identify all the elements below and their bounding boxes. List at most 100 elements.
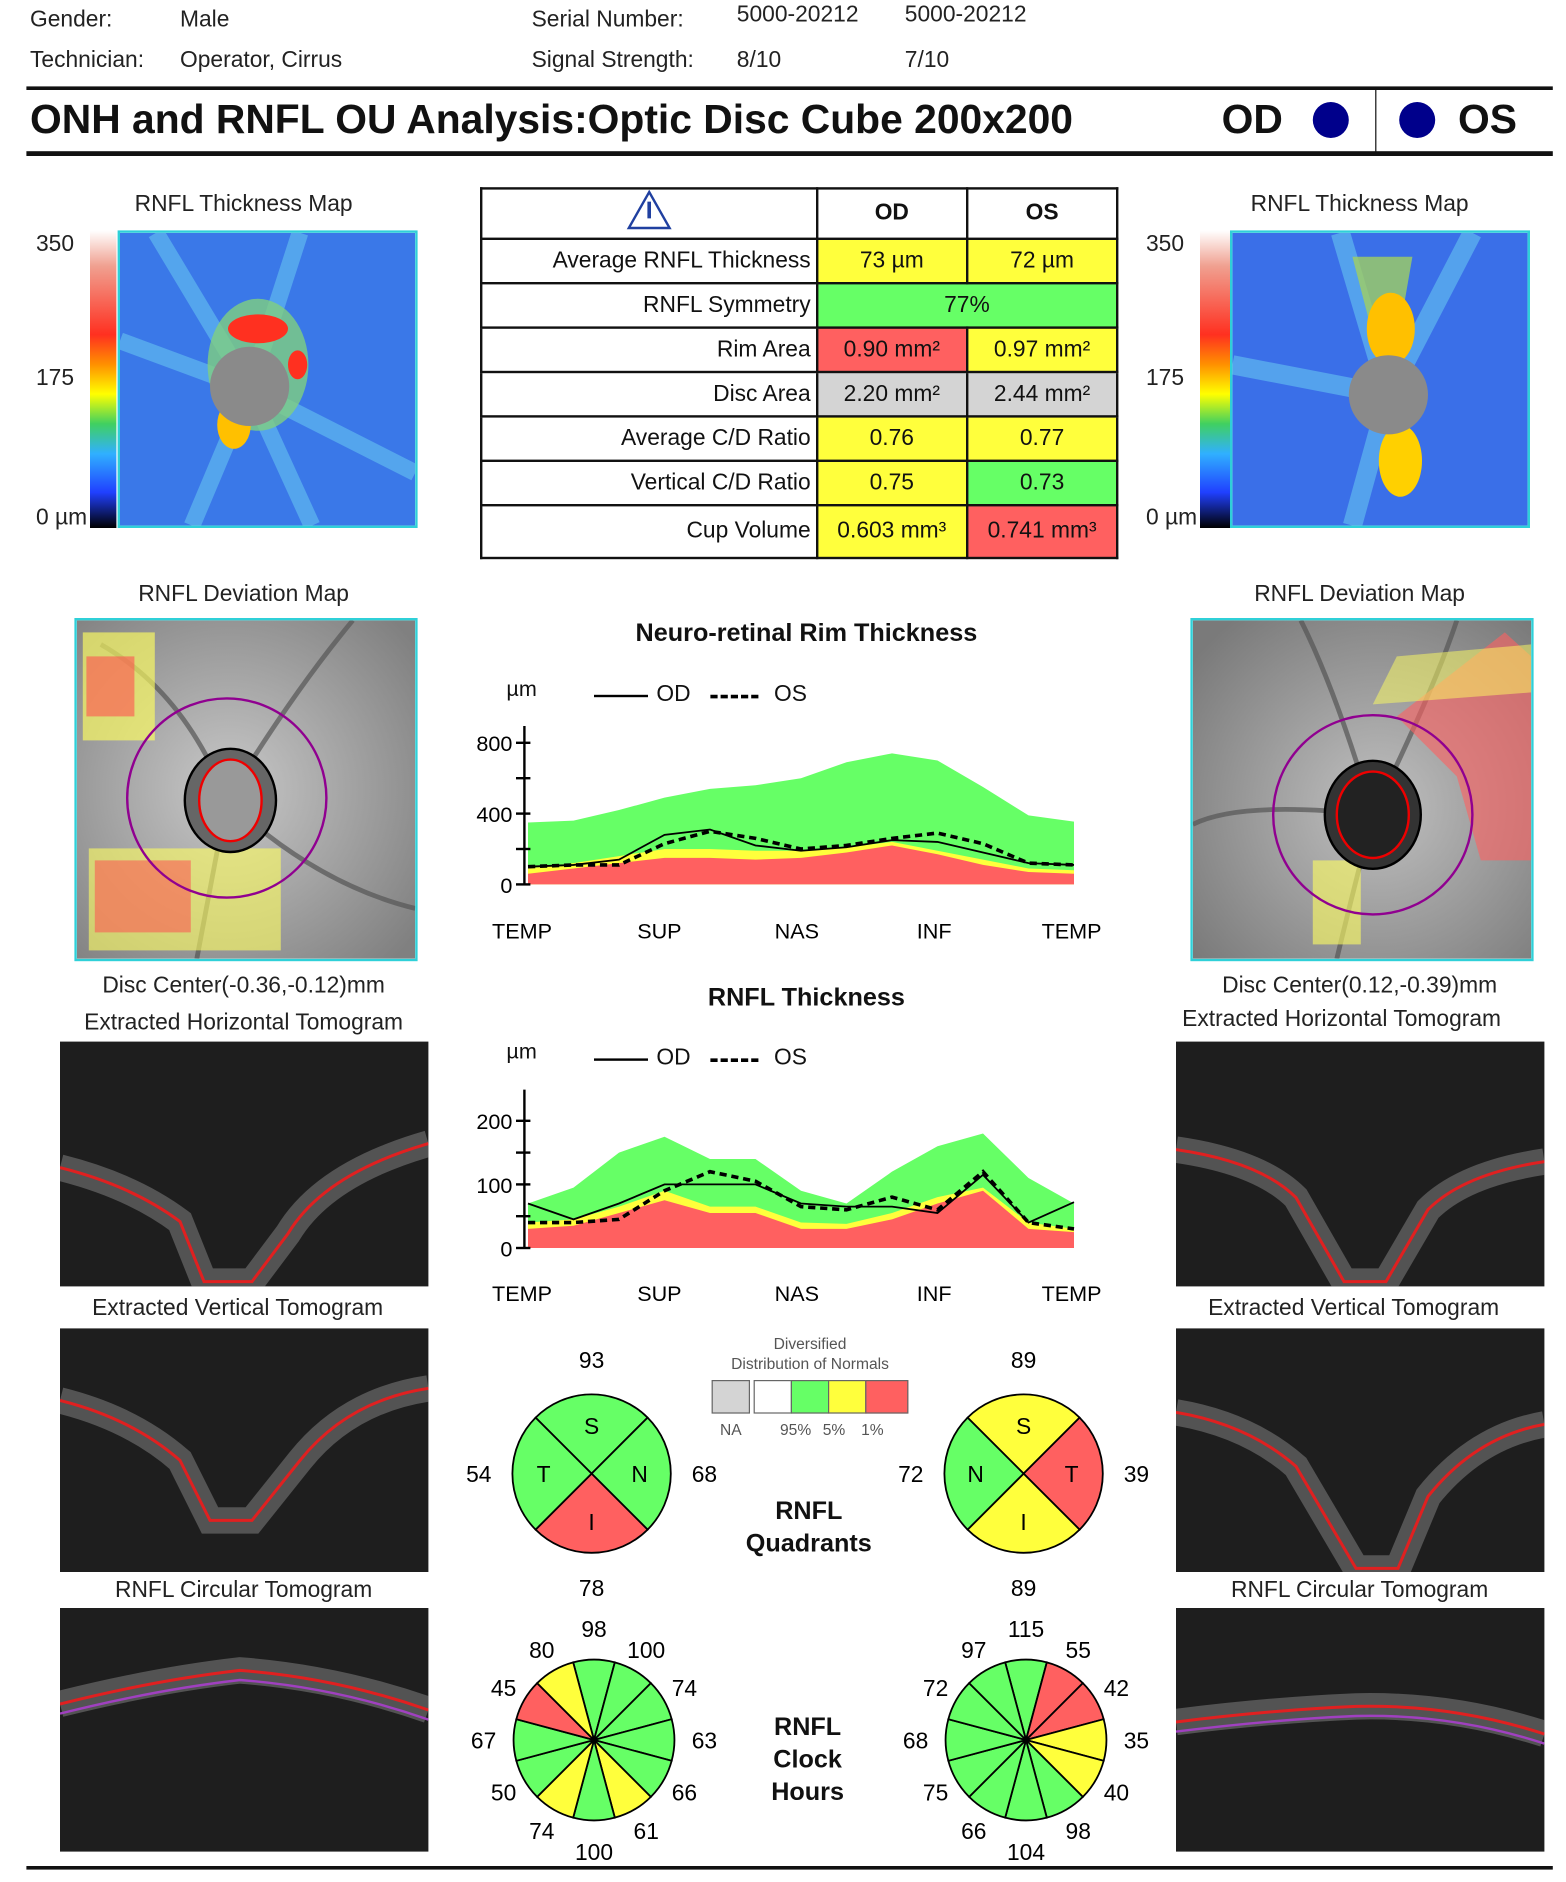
rnfl-inner-line xyxy=(1176,1714,1545,1745)
scale-max: 350 xyxy=(36,231,75,257)
od-quadrant-value: 68 xyxy=(692,1461,717,1487)
technician-value: Operator, Cirrus xyxy=(180,48,343,74)
clock-hours-title: RNFL xyxy=(774,1713,842,1742)
divider xyxy=(1375,90,1377,153)
clock-hours-title: Hours xyxy=(771,1778,845,1807)
os-clock-hour-value: 98 xyxy=(1066,1818,1091,1844)
gender-label: Gender: xyxy=(30,7,113,33)
os-clock-hour-value: 68 xyxy=(903,1727,928,1753)
y-tick-label: 400 xyxy=(476,802,512,827)
od-horizontal-tomogram xyxy=(60,1041,429,1287)
y-tick-label: 100 xyxy=(476,1173,512,1198)
rnfl-boundary-line xyxy=(1176,1148,1545,1284)
rim-area-os: 0.97 mm² xyxy=(965,326,1119,374)
scale-mid: 175 xyxy=(1146,366,1185,392)
os-quadrant-value: 72 xyxy=(898,1461,923,1487)
normals-legend-subtitle: Distribution of Normals xyxy=(731,1354,889,1373)
od-circular-tomogram-label: RNFL Circular Tomogram xyxy=(115,1578,373,1604)
rim-thickness-chart: 0 400 800 TEMP SUP NAS INF TEMP xyxy=(476,726,1102,943)
os-clock-hour-sector xyxy=(967,1661,1028,1744)
od-quadrant-value: 78 xyxy=(579,1575,604,1601)
od-thickness-color-scale xyxy=(90,230,117,528)
od-quadrant-letter: T xyxy=(537,1461,551,1487)
avg-cd-os: 0.77 xyxy=(965,415,1119,463)
os-clock-hour-value: 66 xyxy=(961,1818,986,1844)
gender-value: Male xyxy=(180,7,230,33)
series-line-od xyxy=(527,1173,1075,1224)
od-quadrant-value: 93 xyxy=(579,1347,604,1373)
rim-area-od: 0.90 mm² xyxy=(815,326,969,374)
col-os: OS xyxy=(965,187,1119,241)
legend-swatch-yellow xyxy=(828,1380,867,1414)
legend-od-line xyxy=(594,1058,648,1061)
os-thickness-color-scale xyxy=(1200,230,1230,528)
x-tick-label: NAS xyxy=(775,918,819,943)
od-clock-hour-value: 66 xyxy=(672,1780,697,1806)
serial-label: Serial Number: xyxy=(531,7,684,33)
od-quadrant-S xyxy=(534,1393,649,1475)
x-tick-label: NAS xyxy=(775,1281,819,1306)
rim-ylabel: µm xyxy=(506,676,537,701)
x-tick-label: TEMP xyxy=(492,918,552,943)
os-circular-tomogram xyxy=(1176,1608,1545,1852)
divider xyxy=(26,1866,1553,1870)
row-label: Cup Volume xyxy=(480,504,818,560)
legend-label: 95% xyxy=(779,1420,812,1439)
od-quadrant-T xyxy=(511,1416,593,1531)
od-clock-hour-value: 100 xyxy=(627,1637,665,1663)
os-clock-hour-value: 104 xyxy=(1007,1839,1045,1865)
series-line-os xyxy=(527,829,1075,869)
x-tick-label: INF xyxy=(917,1281,952,1306)
disc-area-os: 2.44 mm² xyxy=(965,370,1119,418)
os-quadrant-value: 39 xyxy=(1124,1461,1149,1487)
legend-label: NA xyxy=(719,1420,742,1439)
signal-os: 7/10 xyxy=(904,48,950,74)
os-circular-tomogram-label: RNFL Circular Tomogram xyxy=(1231,1578,1489,1604)
y-tick-label: 200 xyxy=(476,1109,512,1134)
x-tick-label: SUP xyxy=(637,918,681,943)
x-tick-label: INF xyxy=(917,918,952,943)
avg-cd-od: 0.76 xyxy=(815,415,969,463)
legend-os-line xyxy=(710,1058,759,1062)
row-label: Disc Area xyxy=(480,370,818,418)
os-disc-center: Disc Center(0.12,-0.39)mm xyxy=(1222,973,1498,999)
legend-label: 1% xyxy=(861,1420,884,1439)
od-rnfl-deviation-map xyxy=(74,618,418,962)
od-quadrant-letter: N xyxy=(631,1461,647,1487)
disc-area-od: 2.20 mm² xyxy=(815,370,969,418)
os-deviation-map-label: RNFL Deviation Map xyxy=(1254,582,1465,608)
abnormal-band-1 xyxy=(528,845,1074,885)
vert-cd-os: 0.73 xyxy=(965,459,1119,507)
rnfl-boundary-line xyxy=(1176,1704,1545,1736)
os-quadrant-value: 89 xyxy=(1011,1347,1036,1373)
od-clock-hour-value: 67 xyxy=(471,1727,496,1753)
row-label: Rim Area xyxy=(480,326,818,374)
os-eye-dot-icon xyxy=(1399,102,1436,138)
os-quadrant-T xyxy=(1022,1416,1104,1531)
serial-od: 5000-20212 xyxy=(736,2,859,28)
od-label: OD xyxy=(1221,97,1283,143)
os-quadrant-letter: I xyxy=(1020,1509,1026,1535)
normals-legend-title: Diversified xyxy=(773,1334,847,1353)
os-clock-hour-value: 72 xyxy=(923,1675,948,1701)
od-rnfl-thickness-map xyxy=(117,230,418,528)
cup-volume-os: 0.741 mm³ xyxy=(965,504,1119,560)
row-label: Average C/D Ratio xyxy=(480,415,818,463)
cup-volume-od: 0.603 mm³ xyxy=(815,504,969,560)
parameters-table: OD OS Average RNFL Thickness 73 µm 72 µm RN… xyxy=(480,187,1119,560)
os-clock-hour-value: 115 xyxy=(1008,1616,1044,1642)
os-quadrant-letter: S xyxy=(1016,1413,1031,1439)
od-clock-hour-value: 74 xyxy=(529,1818,555,1844)
os-rnfl-thickness-map xyxy=(1230,230,1530,528)
od-clock-hour-value: 98 xyxy=(581,1616,606,1642)
legend-os: OS xyxy=(774,681,807,707)
os-clock-hour-value: 40 xyxy=(1104,1780,1129,1806)
rnfl-boundary-line xyxy=(60,1668,429,1712)
os-rnfl-deviation-map xyxy=(1190,618,1534,962)
os-clock-hour-value: 55 xyxy=(1066,1637,1091,1663)
page-title: ONH and RNFL OU Analysis:Optic Disc Cube… xyxy=(30,97,1073,143)
od-deviation-map-label: RNFL Deviation Map xyxy=(138,582,349,608)
y-tick-label: 0 xyxy=(500,873,512,898)
